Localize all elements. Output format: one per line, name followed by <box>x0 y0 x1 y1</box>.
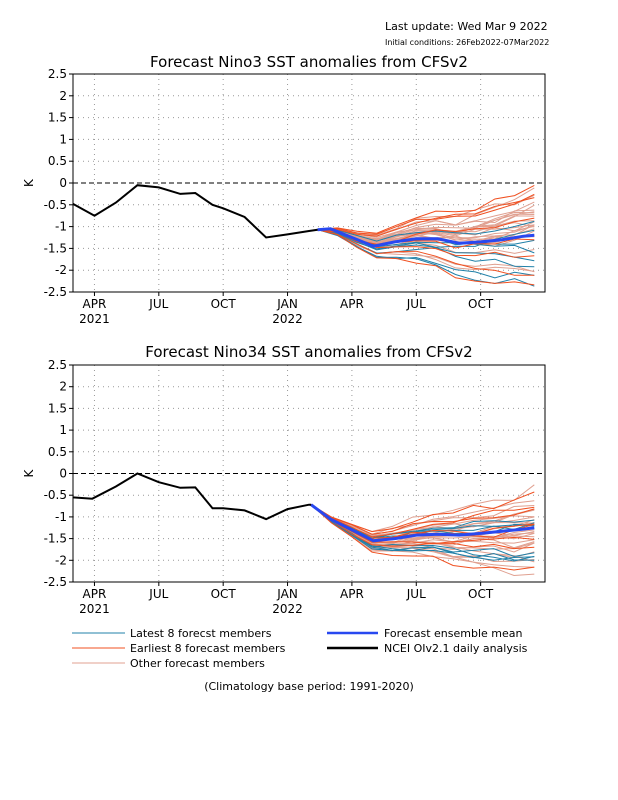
y-tick-label: -2 <box>55 553 67 567</box>
nino34-panel: Forecast Nino34 SST anomalies from CFSv2… <box>22 343 546 616</box>
last-update-text: Last update: Wed Mar 9 2022 <box>385 20 548 33</box>
y-tick-label: -2.5 <box>44 575 67 589</box>
x-tick-label: APR <box>83 587 107 601</box>
y-tick-label: 2.5 <box>48 67 67 81</box>
plot-frame <box>72 73 546 293</box>
member-line-earliest <box>310 504 535 571</box>
y-tick-label: -1.5 <box>44 532 67 546</box>
member-line-earliest <box>317 229 535 286</box>
y-tick-label: -1 <box>55 220 67 234</box>
climatology-footnote: (Climatology base period: 1991-2020) <box>204 680 414 693</box>
y-tick-label: 2 <box>59 89 67 103</box>
y-tick-label: 1 <box>59 423 67 437</box>
x-tick-label: OCT <box>468 297 494 311</box>
member-line-other <box>317 204 535 244</box>
member-line-earliest <box>317 229 535 249</box>
legend-label-earliest: Earliest 8 forecast members <box>130 642 286 655</box>
y-tick-label: -0.5 <box>44 198 67 212</box>
y-tick-label: -2.5 <box>44 285 67 299</box>
member-line-earliest <box>310 491 535 533</box>
member-line-other <box>310 504 535 563</box>
member-line-earliest <box>317 229 535 276</box>
observed-line <box>72 184 318 239</box>
x-tick-year: 2022 <box>272 312 303 326</box>
x-tick-label: APR <box>340 587 364 601</box>
ensemble-mean-line <box>310 503 535 543</box>
y-tick-label: 0.5 <box>48 445 67 459</box>
x-tick-label: OCT <box>211 297 237 311</box>
member-line-earliest <box>317 197 535 237</box>
x-tick-year: 2022 <box>272 602 303 616</box>
y-axis-label: K <box>22 178 36 187</box>
x-tick-label: JAN <box>276 587 298 601</box>
member-line-other <box>310 504 535 577</box>
x-tick-label: JUL <box>406 587 426 601</box>
plot-frame <box>72 364 546 583</box>
x-tick-label: JUL <box>148 297 168 311</box>
y-tick-label: -2 <box>55 263 67 277</box>
member-line-earliest <box>317 184 535 234</box>
member-line-latest <box>310 504 535 558</box>
member-line-earliest <box>310 504 535 550</box>
y-tick-label: -1 <box>55 510 67 524</box>
y-tick-label: 1.5 <box>48 111 67 125</box>
initial-conditions-text: Initial conditions: 26Feb2022-07Mar2022 <box>385 38 549 47</box>
chart-title: Forecast Nino3 SST anomalies from CFSv2 <box>150 53 468 71</box>
legend: Latest 8 forecst members Earliest 8 fore… <box>72 627 528 670</box>
y-tick-label: 1.5 <box>48 401 67 415</box>
x-tick-label: JUL <box>148 587 168 601</box>
y-tick-label: 0.5 <box>48 154 67 168</box>
member-line-earliest <box>317 193 535 235</box>
x-tick-label: OCT <box>211 587 237 601</box>
ensemble-mean-line <box>317 227 535 248</box>
member-line-earliest <box>310 504 535 538</box>
chart-title: Forecast Nino34 SST anomalies from CFSv2 <box>145 343 472 361</box>
member-line-latest <box>317 229 535 250</box>
legend-label-other: Other forecast members <box>130 657 265 670</box>
observed-line <box>72 472 312 521</box>
y-tick-label: -0.5 <box>44 488 67 502</box>
x-tick-label: OCT <box>468 587 494 601</box>
x-tick-year: 2021 <box>79 602 110 616</box>
x-tick-label: APR <box>340 297 364 311</box>
y-tick-label: -1.5 <box>44 241 67 255</box>
x-tick-label: JAN <box>276 297 298 311</box>
y-axis-label: K <box>22 468 36 477</box>
x-tick-label: JUL <box>406 297 426 311</box>
nino3-panel: Forecast Nino3 SST anomalies from CFSv2 2… <box>22 53 546 326</box>
y-tick-label: 2.5 <box>48 358 67 372</box>
member-line-other <box>317 229 535 272</box>
y-tick-label: 2 <box>59 380 67 394</box>
y-tick-label: 0 <box>59 467 67 481</box>
x-tick-year: 2021 <box>79 312 110 326</box>
y-tick-label: 1 <box>59 132 67 146</box>
legend-label-obs: NCEI OIv2.1 daily analysis <box>384 642 528 655</box>
legend-label-latest: Latest 8 forecst members <box>130 627 272 640</box>
y-tick-label: 0 <box>59 176 67 190</box>
legend-label-mean: Forecast ensemble mean <box>384 627 523 640</box>
x-tick-label: APR <box>83 297 107 311</box>
